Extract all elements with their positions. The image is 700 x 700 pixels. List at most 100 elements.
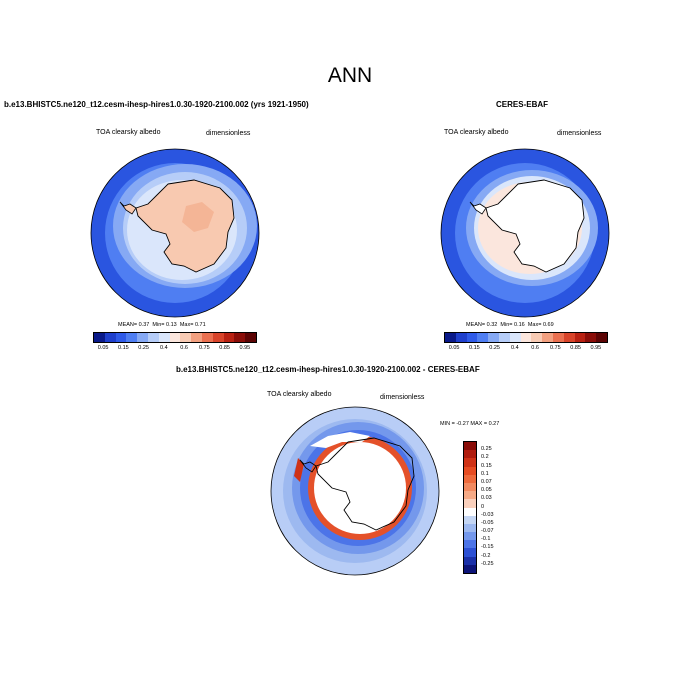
colorbar-tick-label: 0 <box>481 503 485 510</box>
panel-1-title: b.e13.BHISTC5.ne120_t12.cesm-ihesp-hires… <box>4 100 309 109</box>
panel-1-units: dimensionless <box>206 130 251 137</box>
colorbar-tick-label: 0.4 <box>160 345 168 351</box>
colorbar-tick-label: 0.05 <box>448 345 460 351</box>
panel-2-title: CERES-EBAF <box>496 100 549 109</box>
colorbar-swatch <box>455 333 467 342</box>
colorbar-swatch <box>212 333 224 342</box>
panel-1-map <box>90 148 260 318</box>
panel-2-units: dimensionless <box>557 130 602 137</box>
colorbar-swatch <box>464 482 476 492</box>
colorbar-tick-label: 0.4 <box>511 345 519 351</box>
colorbar-tick-label: -0.07 <box>481 528 494 535</box>
panel-2-colorbar <box>444 332 608 343</box>
panel-1-stats: MEAN= 0.37 Min= 0.13 Max= 0.71 <box>118 322 206 328</box>
colorbar-tick-label: -0.03 <box>481 511 494 518</box>
colorbar-swatch <box>137 333 148 342</box>
panel-2-colorbar-labels: 0.05 0.15 0.25 0.4 0.6 0.75 0.85 0.95 <box>444 345 606 353</box>
colorbar-tick-label: 0.03 <box>481 495 492 502</box>
panel-2-stats: MEAN= 0.32 Min= 0.16 Max= 0.69 <box>466 322 554 328</box>
colorbar-swatch <box>464 532 476 541</box>
colorbar-tick-label: 0.05 <box>481 487 492 494</box>
colorbar-tick-label: 0.15 <box>118 345 129 351</box>
colorbar-tick-label: -0.05 <box>481 519 494 526</box>
antarctic-peninsula <box>299 459 317 473</box>
colorbar-tick-label: 0.75 <box>550 345 561 351</box>
antarctica-land <box>485 179 585 273</box>
colorbar-tick-label: 0.95 <box>590 345 602 351</box>
panel-3-map <box>270 406 440 576</box>
colorbar-swatch <box>488 333 499 342</box>
colorbar-swatch <box>464 564 476 573</box>
colorbar-tick-label: 0.85 <box>219 345 230 351</box>
colorbar-tick-label: 0.75 <box>199 345 210 351</box>
colorbar-swatch <box>466 333 478 342</box>
panel-3-colorbar-labels: 0.25 0.2 0.15 0.1 0.07 0.05 0.03 0 -0.03 -0.05 -0.… <box>481 441 521 572</box>
colorbar-swatch <box>596 333 607 342</box>
colorbar-tick-label: 0.85 <box>570 345 581 351</box>
colorbar-swatch <box>94 333 105 342</box>
colorbar-swatch <box>234 333 246 342</box>
colorbar-swatch <box>191 333 202 342</box>
colorbar-tick-label: -0.2 <box>481 552 491 559</box>
difference-peninsula-anomaly <box>294 458 304 482</box>
colorbar-swatch <box>464 515 476 524</box>
colorbar-swatch <box>464 499 476 508</box>
colorbar-swatch <box>464 450 476 459</box>
colorbar-tick-label: -0.15 <box>481 544 494 551</box>
colorbar-swatch <box>574 333 586 342</box>
colorbar-swatch <box>445 333 456 342</box>
colorbar-swatch <box>169 333 181 342</box>
colorbar-tick-label: 0.6 <box>180 345 188 351</box>
colorbar-tick-label: 0.6 <box>531 345 539 351</box>
panel-2-map <box>440 148 610 318</box>
colorbar-swatch <box>464 458 476 467</box>
colorbar-swatch <box>585 333 597 342</box>
colorbar-swatch <box>104 333 116 342</box>
colorbar-tick-label: 0.25 <box>138 345 149 351</box>
colorbar-tick-label: -0.25 <box>481 560 494 567</box>
colorbar-swatch <box>245 333 256 342</box>
panel-3-units: dimensionless <box>380 394 425 401</box>
main-title: ANN <box>327 64 373 87</box>
colorbar-swatch <box>147 333 159 342</box>
panel-3-variable: TOA clearsky albedo <box>267 391 332 398</box>
panel-3-title: b.e13.BHISTC5.ne120_t12.cesm-ihesp-hires… <box>176 365 480 374</box>
interior-high-albedo <box>182 202 214 232</box>
colorbar-swatch <box>223 333 235 342</box>
colorbar-swatch <box>180 333 192 342</box>
antarctic-peninsula <box>469 201 487 215</box>
panel-1-colorbar-labels: 0.05 0.15 0.25 0.4 0.6 0.75 0.85 0.95 <box>93 345 255 353</box>
colorbar-swatch <box>464 466 476 475</box>
panel-3-minmax: MIN = -0.27 MAX = 0.27 <box>440 421 500 427</box>
panel-1-variable: TOA clearsky albedo <box>96 129 161 136</box>
colorbar-tick-label: 0.25 <box>481 446 492 453</box>
colorbar-tick-label: 0.07 <box>481 478 492 485</box>
antarctica-land <box>135 179 235 273</box>
antarctic-peninsula <box>119 201 137 215</box>
colorbar-swatch <box>464 442 476 451</box>
panel-2-variable: TOA clearsky albedo <box>444 129 509 136</box>
colorbar-tick-label: 0.25 <box>489 345 500 351</box>
colorbar-swatch <box>509 333 521 342</box>
panel-3-colorbar <box>463 441 477 574</box>
colorbar-swatch <box>464 474 476 483</box>
colorbar-tick-label: 0.1 <box>481 470 489 477</box>
antarctica-coastline <box>315 437 415 531</box>
colorbar-tick-label: 0.15 <box>481 462 492 469</box>
colorbar-tick-label: 0.15 <box>469 345 480 351</box>
colorbar-swatch <box>464 491 476 500</box>
panel-1-colorbar <box>93 332 257 343</box>
colorbar-swatch <box>201 333 213 342</box>
colorbar-tick-label: 0.05 <box>97 345 109 351</box>
colorbar-swatch <box>464 556 476 565</box>
colorbar-swatch <box>498 333 510 342</box>
colorbar-swatch <box>464 507 476 516</box>
colorbar-swatch <box>531 333 543 342</box>
difference-white-patches <box>310 432 370 448</box>
colorbar-swatch <box>520 333 532 342</box>
colorbar-tick-label: 0.2 <box>481 454 489 461</box>
colorbar-swatch <box>542 333 553 342</box>
colorbar-swatch <box>552 333 564 342</box>
colorbar-swatch <box>563 333 575 342</box>
colorbar-swatch <box>115 333 127 342</box>
